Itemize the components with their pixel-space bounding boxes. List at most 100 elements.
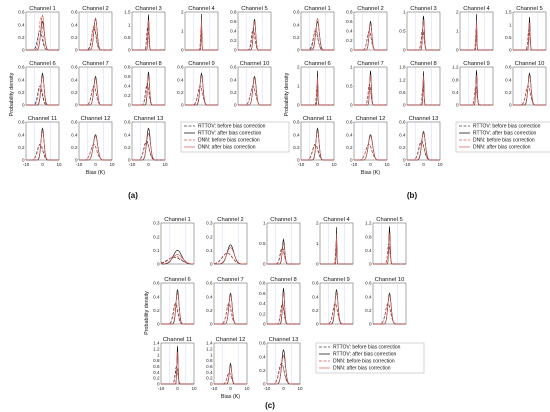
channel-title: Channel 7 [82,61,108,67]
legend-box [180,121,290,153]
channel-plot: Channel 1 0.3 0.2 0.1 0 [153,217,195,267]
legend-box [455,121,550,153]
y-tick-label: 0 [157,262,160,267]
plot-frame [266,282,301,325]
y-tick-label: 0.6 [153,364,160,369]
x-tick-label: -10 [351,162,358,167]
y-tick-label: 0.4 [230,77,237,82]
y-tick-label: 0.6 [18,10,25,15]
channel-plot: Channel 4 2 1 0 [316,217,354,267]
x-axis-label: Bias (K) [221,394,240,400]
density-curve [460,74,493,106]
channel-plot: Channel 5 1.5 1 0.5 0 [505,6,547,53]
y-tick-label: 0 [350,158,353,163]
y-tick-label: 0 [369,262,372,267]
density-curve [513,75,546,106]
y-tick-label: 0.6 [177,65,184,70]
density-curve [160,256,195,265]
channel-plot: Channel 3 1.5 1 0.5 0 [124,6,166,53]
y-tick-label: 0 [263,322,266,327]
channel-title: Channel 12 [81,116,111,122]
y-tick-label: 1.2 [452,65,459,70]
y-tick-label: 1 [297,84,300,89]
y-tick-label: 0.6 [71,120,78,125]
legend-entry: DNN: before bias correction [473,138,535,144]
x-tick-label: -10 [264,386,271,391]
x-tick-label: 10 [109,162,115,167]
y-tick-label: 0.4 [346,29,353,34]
y-tick-label: 0.2 [71,90,78,95]
channel-title: Channel 8 [270,277,296,283]
y-tick-label: 0 [75,103,78,108]
y-tick-label: 0.4 [153,370,160,375]
y-tick-label: 1 [181,29,184,34]
x-tick-label: -10 [129,162,136,167]
y-tick-label: 0 [297,103,300,108]
density-curve [161,292,194,325]
y-tick-label: 0.2 [346,38,353,43]
legend-entry: DNN: after bias correction [333,366,391,372]
legend-entry: DNN: after bias correction [473,145,531,151]
y-tick-label: 0.4 [177,77,184,82]
y-tick-label: 0.5 [346,84,353,89]
density-curve [301,76,334,106]
y-tick-label: 0 [210,382,213,387]
channel-title: Channel 13 [269,337,299,343]
density-curve [79,135,112,161]
channel-plot: Channel 8 1.8 1.2 0.6 0 [399,61,441,108]
density-curve [513,22,546,51]
y-tick-label: 0 [157,382,160,387]
channel-plot: Channel 8 0.8 0.6 0.4 0.2 0 [124,61,166,108]
legend-entry: DNN: before bias correction [198,138,260,144]
y-tick-label: 1.8 [399,65,406,70]
channel-plot: Channel 7 0.6 0.4 0.2 0 [206,277,248,327]
y-tick-label: 0.1 [206,248,213,253]
y-tick-label: 0.4 [206,370,213,375]
x-tick-label: 0 [282,386,285,391]
y-tick-label: 2 [456,10,459,15]
y-tick-label: 1.2 [206,346,213,351]
density-curve [267,242,300,265]
y-tick-label: 0.2 [230,38,237,43]
y-axis-label: Probability density [9,72,15,116]
x-axis-label: Bias (K) [361,170,380,176]
channel-plot: Channel 5 0.8 0.6 0.4 0.2 0 [230,6,272,53]
x-tick-label: -10 [76,162,83,167]
panel-label: (c) [265,401,275,410]
channel-title: Channel 7 [217,277,243,283]
channel-plot: Channel 3 1 0.5 0 [399,6,441,53]
y-tick-label: 0.2 [206,308,213,313]
y-tick-label: 2 [316,221,319,226]
y-tick-label: 0.6 [293,120,300,125]
y-tick-label: 0 [210,262,213,267]
y-tick-label: 0.4 [505,77,512,82]
y-tick-label: 0.4 [230,29,237,34]
channel-plot: Channel 4 2 1 0 [181,6,219,53]
density-curve [407,75,440,106]
channel-title: Channel 2 [357,6,383,12]
y-tick-label: 0 [297,48,300,53]
y-tick-label: 0.4 [206,294,213,299]
y-tick-label: 0.6 [259,291,266,296]
y-tick-label: 0 [157,322,160,327]
y-tick-label: 0 [316,322,319,327]
channel-plot: Channel 100.6 0.4 0.2 0 [230,61,272,108]
x-tick-label: -10 [23,162,30,167]
density-curve [238,20,271,51]
density-curve [373,294,406,325]
density-curve [320,292,353,325]
x-tick-label: 0 [316,162,319,167]
y-tick-label: 1 [350,65,353,70]
y-tick-label: 0.5 [505,35,512,40]
channel-title: Channel 1 [304,6,330,12]
channel-title: Channel 7 [357,61,383,67]
x-tick-label: 0 [229,386,232,391]
y-tick-label: 0.6 [206,364,213,369]
legend-entry: DNN: before bias correction [333,359,395,365]
y-tick-label: 1.2 [365,221,372,226]
y-tick-label: 0.8 [365,234,372,239]
y-tick-label: 0 [350,103,353,108]
density-curve [354,74,387,106]
density-curve [26,14,59,51]
y-tick-label: 1.4 [206,341,213,346]
